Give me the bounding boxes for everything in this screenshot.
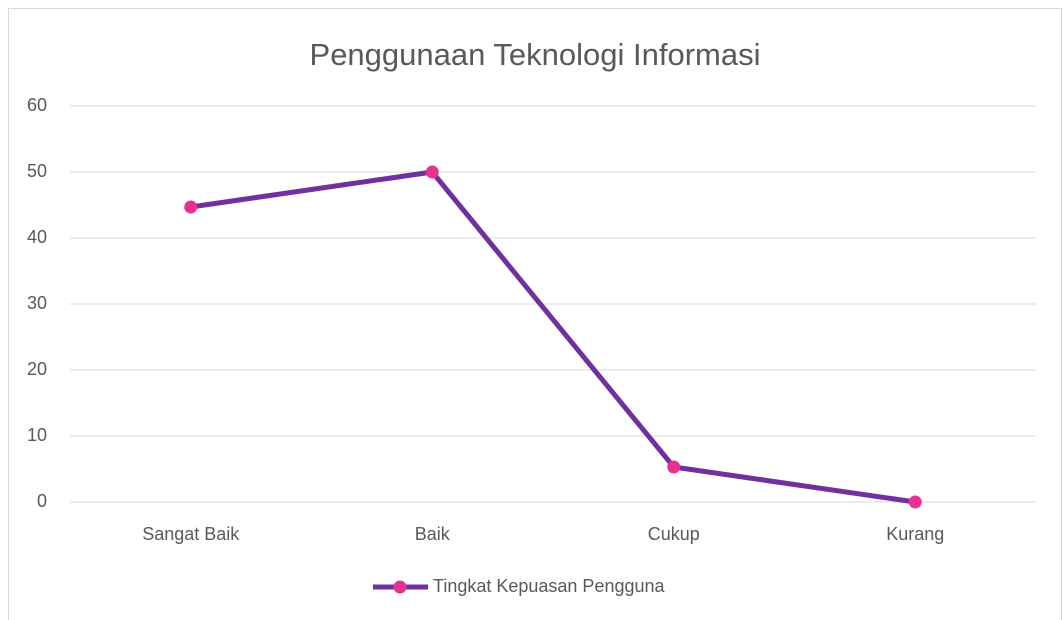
y-tick-label: 60	[27, 95, 47, 115]
chart-title: Penggunaan Teknologi Informasi	[310, 37, 761, 72]
y-tick-label: 0	[37, 491, 47, 511]
y-tick-label: 50	[27, 161, 47, 181]
y-tick-label: 40	[27, 227, 47, 247]
x-tick-label: Kurang	[886, 524, 944, 544]
x-tick-label: Baik	[415, 524, 451, 544]
y-tick-label: 20	[27, 359, 47, 379]
x-tick-label: Cukup	[648, 524, 700, 544]
legend-label: Tingkat Kepuasan Pengguna	[433, 576, 666, 596]
legend-marker	[393, 580, 407, 594]
data-point	[184, 200, 198, 214]
y-tick-label: 10	[27, 425, 47, 445]
series-line	[190, 169, 916, 505]
y-tick-label: 30	[27, 293, 47, 313]
x-tick-label: Sangat Baik	[142, 524, 240, 544]
data-point	[667, 460, 681, 474]
chart-frame	[8, 8, 1062, 620]
data-point	[425, 165, 439, 179]
data-point	[908, 495, 922, 509]
